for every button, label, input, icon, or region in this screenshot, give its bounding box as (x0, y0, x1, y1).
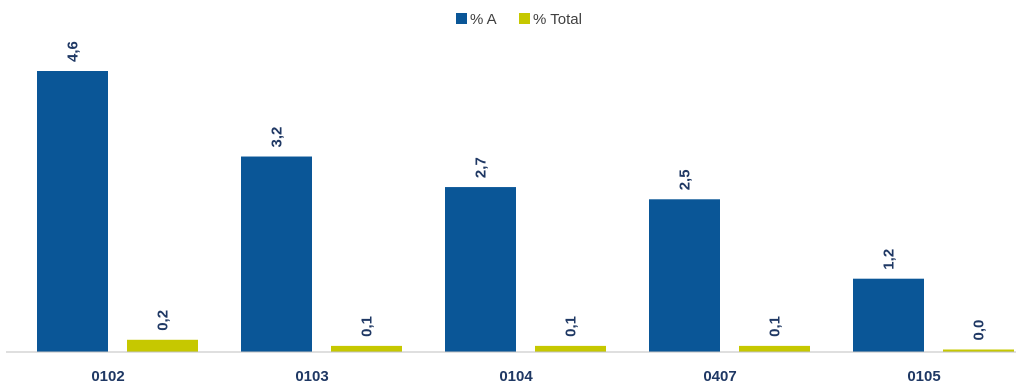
legend: % A % Total (456, 11, 582, 28)
category-label-0105: 0105 (907, 368, 940, 385)
data-label-a-0102: 4,6 (65, 41, 82, 62)
category-labels-group: 0102 0103 0104 0407 0105 (91, 368, 940, 385)
data-label-total-0104: 0,1 (563, 316, 580, 337)
category-label-0103: 0103 (295, 368, 328, 385)
data-label-a-0104: 2,7 (473, 157, 490, 178)
bar-a-0105 (853, 278, 924, 352)
data-label-total-0105: 0,0 (971, 320, 988, 341)
bar-a-0104 (445, 187, 516, 352)
bar-a-0103 (241, 156, 312, 352)
data-labels-group: 4,6 0,2 3,2 0,1 2,7 0,1 2,5 0,1 1,2 0,0 (65, 41, 988, 340)
legend-swatch-total (519, 13, 530, 24)
bars-group (37, 71, 1014, 352)
bar-a-0407 (649, 199, 720, 352)
data-label-total-0407: 0,1 (767, 316, 784, 337)
data-label-total-0102: 0,2 (155, 310, 172, 331)
legend-swatch-a (456, 13, 467, 24)
category-label-0407: 0407 (703, 368, 736, 385)
bar-total-0104 (535, 345, 606, 352)
data-label-total-0103: 0,1 (359, 316, 376, 337)
data-label-a-0407: 2,5 (677, 169, 694, 190)
bar-total-0103 (331, 345, 402, 352)
category-label-0104: 0104 (499, 368, 533, 385)
category-label-0102: 0102 (91, 368, 124, 385)
data-label-a-0103: 3,2 (269, 127, 286, 148)
bar-total-0407 (739, 345, 810, 352)
legend-label-total: % Total (533, 11, 582, 28)
legend-label-a: % A (470, 11, 497, 28)
bar-a-0102 (37, 71, 108, 352)
bar-total-0102 (127, 339, 198, 352)
data-label-a-0105: 1,2 (881, 249, 898, 270)
bar-total-0105 (943, 349, 1014, 352)
